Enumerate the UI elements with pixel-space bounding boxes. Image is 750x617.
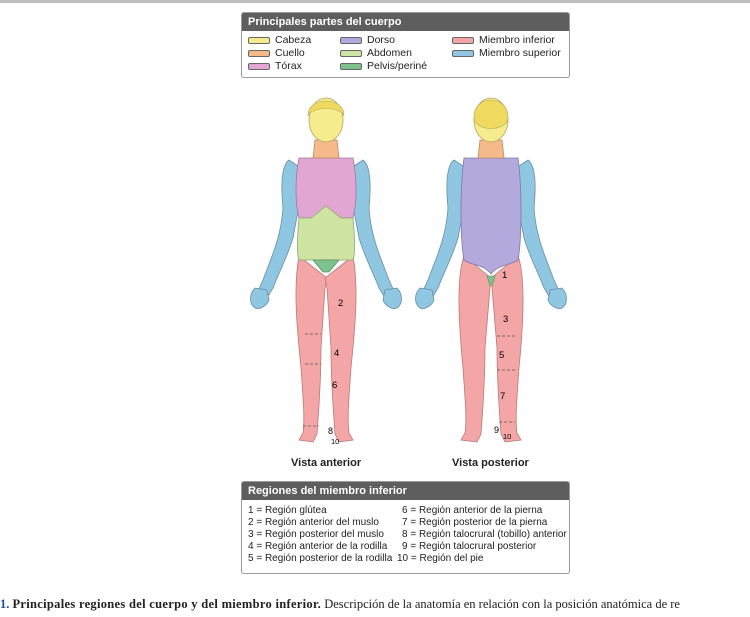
legend-item-head: Cabeza	[248, 34, 311, 47]
anterior-right-arm	[255, 159, 302, 303]
legend-label: Cabeza	[275, 34, 312, 46]
anterior-region-number: 8	[328, 426, 333, 436]
body-parts-legend: Principales partes del cuerpo Cabeza Cue…	[241, 12, 570, 78]
region-item: 1 = Región glútea	[248, 505, 327, 516]
legend-title: Principales partes del cuerpo	[242, 13, 569, 31]
posterior-neck	[477, 139, 505, 159]
regions-list: 1 = Región glútea 2 = Región anterior de…	[242, 500, 569, 573]
legend-item-pelvis: Pelvis/periné	[340, 60, 427, 73]
posterior-region-number: 5	[499, 350, 504, 361]
posterior-region-number: 9	[494, 425, 499, 435]
region-item: 4 = Región anterior de la rodilla	[248, 541, 388, 552]
posterior-back	[460, 157, 522, 275]
regions-title: Regiones del miembro inferior	[242, 482, 569, 500]
posterior-figure	[415, 97, 567, 443]
caption-title: Principales regiones del cuerpo y del mi…	[12, 597, 322, 611]
legend-item-back: Dorso	[340, 34, 395, 47]
posterior-region-number: 10	[503, 432, 511, 441]
legend-swatch	[452, 37, 474, 44]
posterior-hair	[473, 99, 509, 129]
anterior-region-number: 6	[332, 380, 337, 391]
anterior-hair	[307, 100, 345, 117]
region-item: 7 = Región posterior de la pierna	[402, 517, 548, 528]
body-figures: 2 4 6 8 10 1 3 5 7 9 10 Vista anterior V…	[241, 88, 570, 478]
legend-swatch	[248, 37, 270, 44]
legend-item-lower-limb: Miembro inferior	[452, 34, 555, 47]
top-rule	[0, 0, 750, 3]
legend-item-neck: Cuello	[248, 47, 305, 60]
caption-text: Descripción de la anatomía en relación c…	[324, 597, 680, 611]
anterior-view-label: Vista anterior	[291, 457, 362, 469]
anterior-region-number: 2	[338, 298, 343, 309]
posterior-right-leg	[490, 255, 524, 443]
anterior-left-hand	[382, 287, 402, 309]
posterior-view-label: Vista posterior	[452, 457, 529, 469]
legend-label: Abdomen	[367, 47, 412, 59]
region-item: 5 = Región posterior de la rodilla	[248, 553, 393, 564]
legend-swatch	[340, 63, 362, 70]
figure-number: 1.	[0, 597, 10, 611]
legend-label: Dorso	[367, 34, 396, 46]
posterior-region-number: 1	[502, 270, 507, 281]
anterior-region-number: 10	[331, 437, 339, 446]
anterior-right-leg	[295, 255, 328, 443]
anterior-region-number: 4	[334, 348, 339, 359]
legend-swatch	[452, 50, 474, 57]
legend-grid: Cabeza Cuello Tórax Dorso Abdomen Pelvis…	[242, 31, 569, 77]
lower-limb-regions-box: Regiones del miembro inferior 1 = Región…	[241, 481, 570, 574]
figure-caption: 1. Principales regiones del cuerpo y del…	[0, 597, 750, 613]
legend-item-abdomen: Abdomen	[340, 47, 412, 60]
legend-label: Pelvis/periné	[367, 60, 428, 72]
legend-label: Cuello	[275, 47, 305, 59]
region-item: 9 = Región talocrural posterior	[402, 541, 537, 552]
legend-label: Miembro superior	[479, 47, 561, 59]
region-item: 8 = Región talocrural (tobillo) anterior	[402, 529, 567, 540]
anterior-pelvis	[312, 259, 340, 273]
legend-swatch	[340, 50, 362, 57]
posterior-right-hand	[547, 287, 567, 309]
posterior-left-hand	[415, 287, 435, 309]
region-item: 10 = Región del pie	[397, 553, 484, 564]
legend-item-thorax: Tórax	[248, 60, 302, 73]
posterior-region-number: 3	[503, 314, 508, 325]
posterior-left-leg	[458, 255, 492, 443]
region-item: 2 = Región anterior del muslo	[248, 517, 379, 528]
region-item: 6 = Región anterior de la pierna	[402, 505, 543, 516]
anterior-right-hand	[250, 287, 270, 309]
legend-swatch	[248, 50, 270, 57]
legend-item-upper-limb: Miembro superior	[452, 47, 561, 60]
anterior-abdomen	[297, 205, 355, 261]
posterior-region-number: 7	[500, 391, 505, 402]
legend-label: Miembro inferior	[479, 34, 555, 46]
legend-label: Tórax	[275, 60, 302, 72]
posterior-pelvis	[486, 275, 496, 287]
anterior-figure	[250, 97, 402, 443]
legend-swatch	[340, 37, 362, 44]
legend-swatch	[248, 63, 270, 70]
body-figures-svg: 2 4 6 8 10 1 3 5 7 9 10	[250, 97, 567, 446]
anterior-neck	[312, 139, 340, 159]
anterior-left-arm	[350, 159, 397, 303]
anterior-left-leg	[324, 255, 357, 443]
region-item: 3 = Región posterior del muslo	[248, 529, 384, 540]
